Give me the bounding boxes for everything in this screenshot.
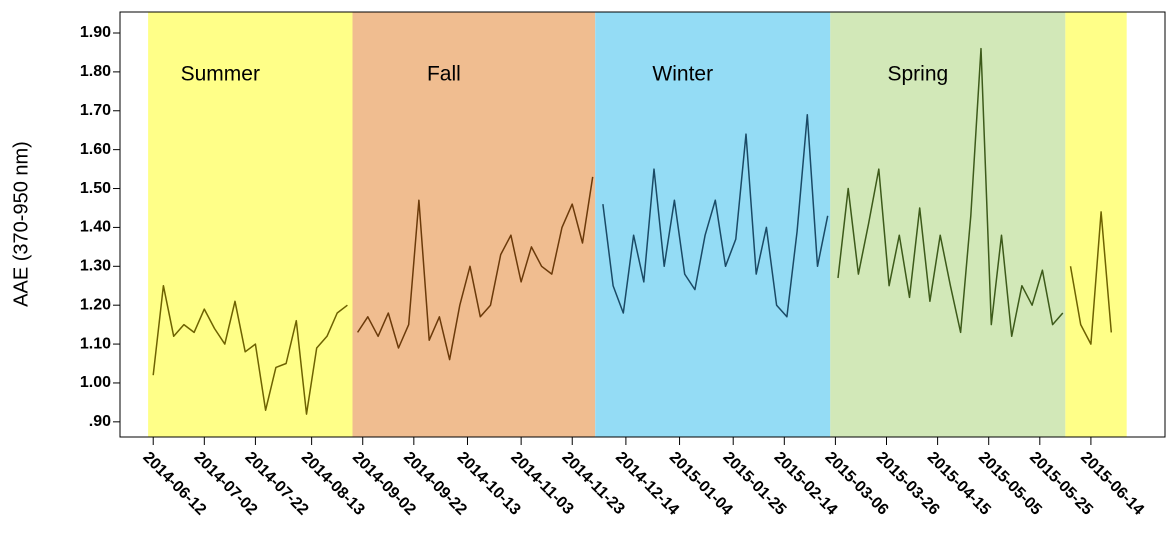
season-band xyxy=(830,12,1066,437)
season-label: Winter xyxy=(652,63,713,86)
y-tick-label: 1.20 xyxy=(80,296,111,313)
season-label: Fall xyxy=(427,63,461,86)
y-tick-label: 1.40 xyxy=(80,219,111,236)
plot-frame xyxy=(119,11,1166,438)
y-tick-label: 1.50 xyxy=(80,180,111,197)
season-label: Summer xyxy=(181,63,260,86)
y-tick-label: 1.80 xyxy=(80,63,111,80)
season-band xyxy=(148,12,353,437)
data-line xyxy=(152,284,348,415)
y-tick-label: 1.60 xyxy=(80,141,111,158)
y-tick-label: 1.90 xyxy=(80,24,111,41)
data-line xyxy=(837,47,1064,338)
season-band xyxy=(1065,12,1127,437)
data-line xyxy=(1069,211,1113,345)
data-line xyxy=(602,113,829,318)
season-band xyxy=(595,12,831,437)
data-line xyxy=(356,176,594,361)
y-tick-label: .90 xyxy=(89,413,111,430)
y-tick-label: 1.30 xyxy=(80,258,111,275)
y-tick-label: 1.70 xyxy=(80,102,111,119)
y-axis-title: AAE (370-950 nm) xyxy=(10,141,32,307)
season-band xyxy=(352,12,596,437)
y-tick-label: 1.00 xyxy=(80,374,111,391)
season-label: Spring xyxy=(887,63,948,86)
y-tick-label: 1.10 xyxy=(80,335,111,352)
